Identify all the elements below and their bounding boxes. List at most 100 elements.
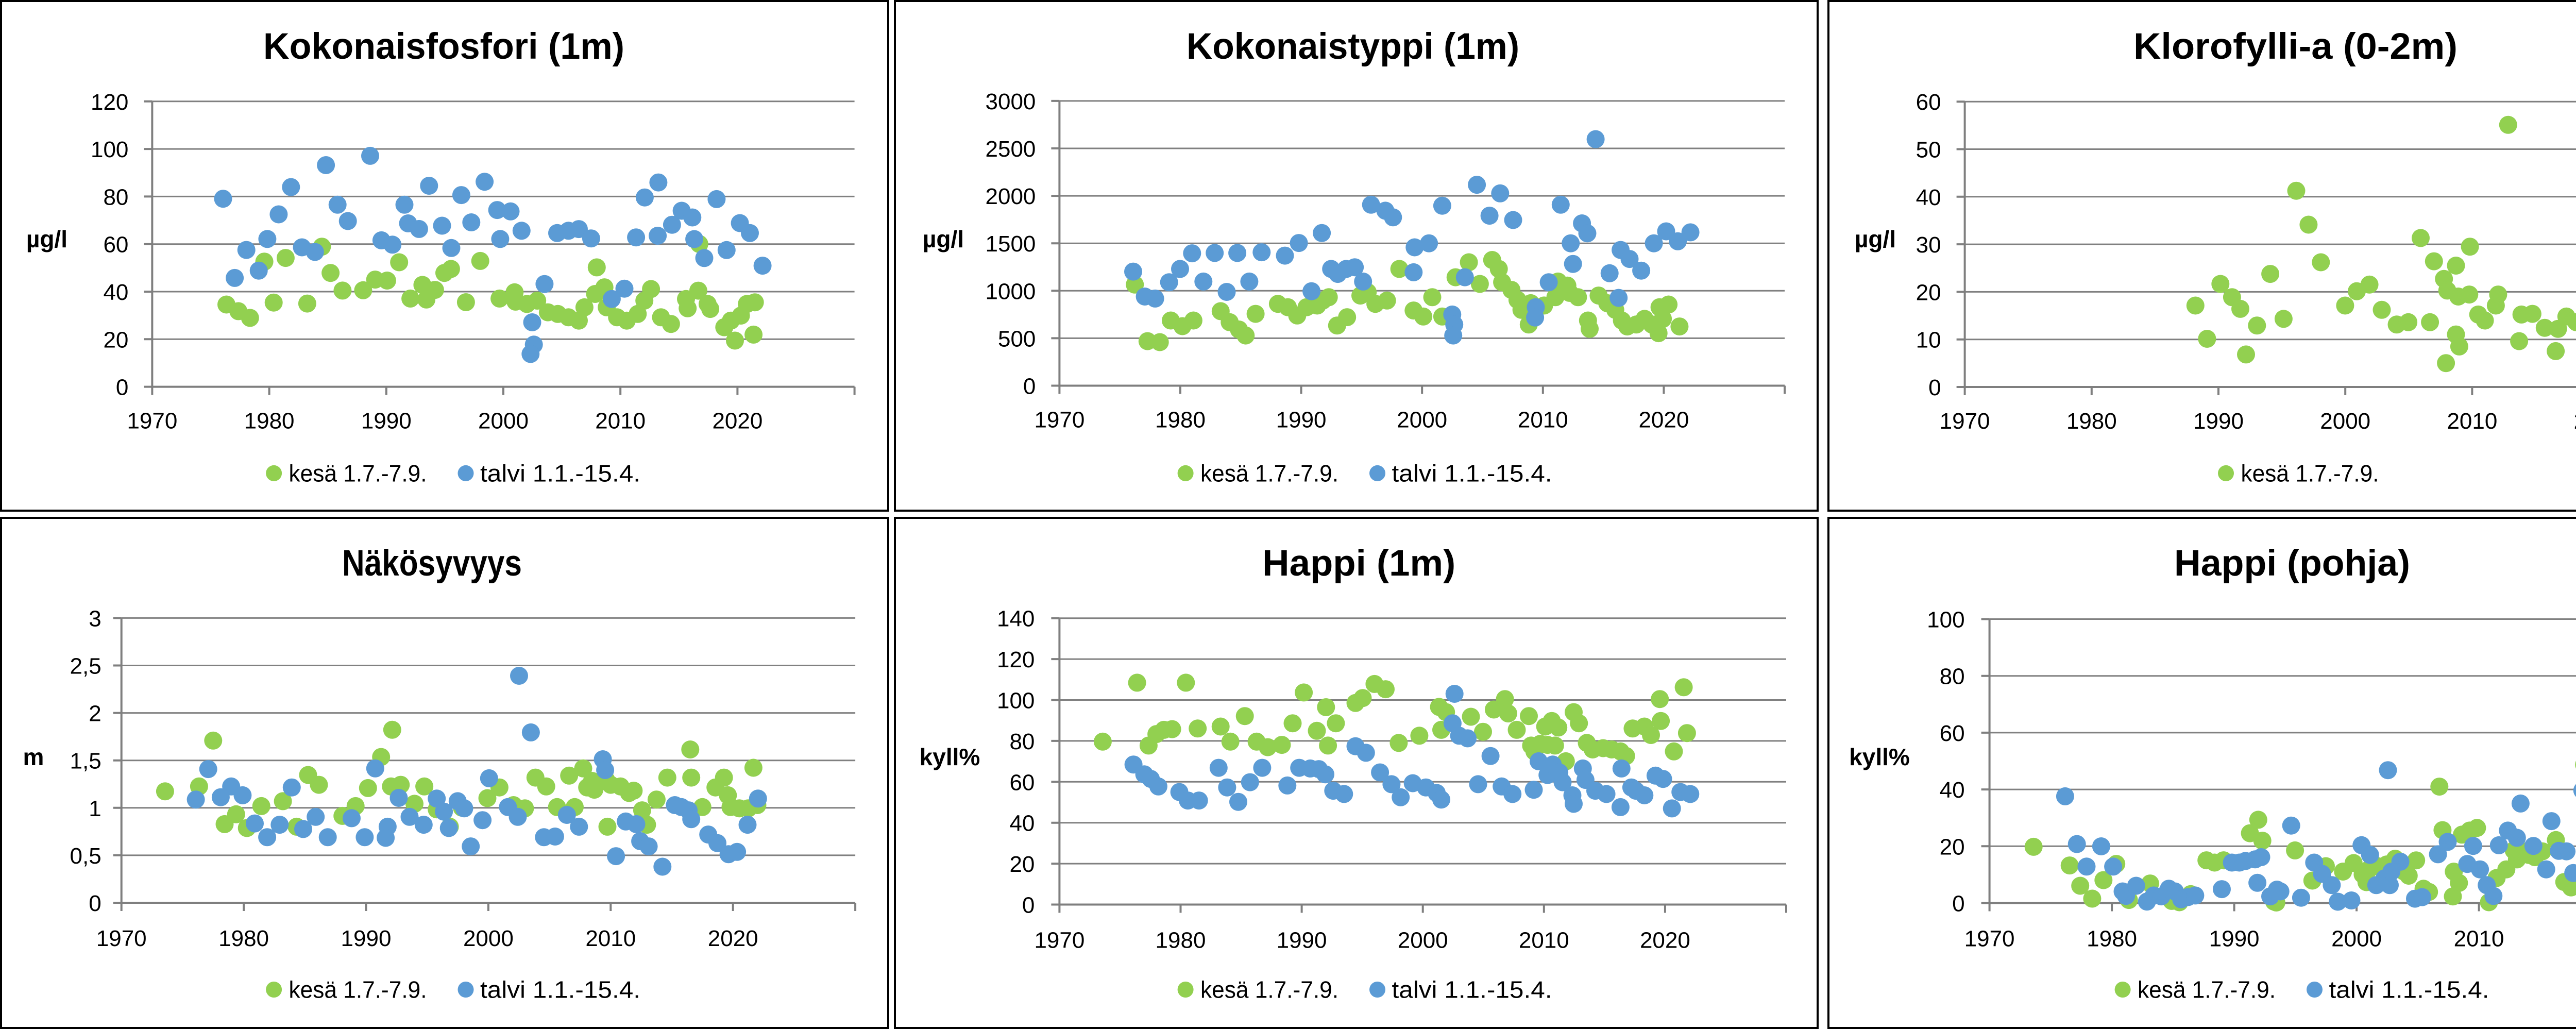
svg-text:2: 2 — [89, 701, 101, 727]
svg-text:talvi 1.1.-15.4.: talvi 1.1.-15.4. — [1392, 976, 1552, 1003]
svg-text:1990: 1990 — [361, 409, 412, 434]
svg-text:2010: 2010 — [2447, 409, 2497, 434]
svg-text:60: 60 — [1940, 721, 1965, 746]
svg-text:30: 30 — [1916, 232, 1941, 258]
svg-text:80: 80 — [1940, 664, 1965, 689]
svg-text:1990: 1990 — [341, 926, 392, 951]
svg-text:40: 40 — [1940, 778, 1965, 803]
svg-text:0: 0 — [89, 891, 101, 916]
svg-text:2010: 2010 — [1519, 928, 1569, 953]
svg-text:kyll%: kyll% — [1849, 744, 1910, 770]
svg-text:2000: 2000 — [1398, 928, 1448, 953]
svg-text:3000: 3000 — [986, 89, 1036, 114]
svg-text:20: 20 — [1009, 852, 1035, 877]
svg-text:1,5: 1,5 — [70, 749, 101, 774]
svg-text:40: 40 — [103, 280, 128, 305]
svg-text:0: 0 — [1952, 891, 1964, 917]
svg-text:talvi 1.1.-15.4.: talvi 1.1.-15.4. — [480, 976, 640, 1003]
svg-text:2,5: 2,5 — [70, 654, 101, 679]
svg-text:kesä 1.7.-7.9.: kesä 1.7.-7.9. — [2138, 976, 2276, 1003]
svg-text:talvi 1.1.-15.4.: talvi 1.1.-15.4. — [480, 460, 640, 486]
svg-text:1500: 1500 — [986, 231, 1036, 257]
svg-text:0: 0 — [1022, 893, 1035, 918]
svg-text:0: 0 — [1023, 374, 1036, 399]
svg-text:Näkösyvyys: Näkösyvyys — [342, 543, 522, 584]
svg-text:2020: 2020 — [712, 409, 762, 434]
svg-text:1990: 1990 — [2209, 926, 2260, 952]
svg-text:2000: 2000 — [463, 926, 514, 951]
svg-text:Kokonaistyppi (1m): Kokonaistyppi (1m) — [1187, 26, 1519, 67]
svg-text:kesä 1.7.-7.9.: kesä 1.7.-7.9. — [289, 460, 427, 486]
svg-text:1: 1 — [89, 796, 101, 821]
svg-text:1970: 1970 — [1034, 928, 1084, 953]
svg-text:50: 50 — [1916, 138, 1941, 163]
svg-text:120: 120 — [91, 90, 128, 115]
svg-text:2020: 2020 — [2574, 409, 2576, 434]
svg-text:20: 20 — [1940, 834, 1965, 859]
svg-text:1990: 1990 — [2193, 409, 2244, 434]
svg-text:2000: 2000 — [478, 409, 529, 434]
svg-text:Happi (pohja): Happi (pohja) — [2174, 543, 2410, 584]
svg-text:60: 60 — [103, 232, 128, 258]
svg-text:Kokonaisfosfori (1m): Kokonaisfosfori (1m) — [263, 26, 624, 67]
svg-text:40: 40 — [1009, 811, 1035, 836]
svg-text:Happi (1m): Happi (1m) — [1262, 543, 1455, 584]
svg-text:1980: 1980 — [218, 926, 269, 951]
svg-text:2500: 2500 — [986, 137, 1036, 162]
svg-text:80: 80 — [1009, 729, 1035, 754]
svg-text:120: 120 — [997, 647, 1035, 672]
svg-text:2000: 2000 — [2320, 409, 2370, 434]
svg-text:1970: 1970 — [127, 409, 177, 434]
svg-text:0: 0 — [1928, 375, 1941, 400]
svg-text:kesä 1.7.-7.9.: kesä 1.7.-7.9. — [2241, 460, 2379, 486]
svg-text:1990: 1990 — [1277, 928, 1327, 953]
svg-text:kesä 1.7.-7.9.: kesä 1.7.-7.9. — [1200, 460, 1338, 486]
svg-text:µg/l: µg/l — [26, 226, 67, 252]
svg-text:kesä 1.7.-7.9.: kesä 1.7.-7.9. — [289, 976, 427, 1003]
svg-text:1970: 1970 — [1034, 408, 1084, 433]
svg-text:40: 40 — [1916, 185, 1941, 210]
svg-text:µg/l: µg/l — [923, 226, 964, 252]
svg-text:1980: 1980 — [244, 409, 295, 434]
svg-text:3: 3 — [89, 606, 101, 631]
svg-text:140: 140 — [997, 606, 1035, 632]
svg-text:20: 20 — [103, 327, 128, 352]
svg-text:100: 100 — [997, 688, 1035, 714]
svg-text:1980: 1980 — [1155, 408, 1206, 433]
svg-text:kyll%: kyll% — [920, 744, 980, 770]
svg-text:2010: 2010 — [585, 926, 636, 951]
svg-text:60: 60 — [1916, 90, 1941, 115]
svg-text:1990: 1990 — [1276, 408, 1327, 433]
svg-text:0: 0 — [116, 375, 128, 400]
svg-text:2010: 2010 — [2454, 926, 2504, 952]
svg-text:0,5: 0,5 — [70, 844, 101, 869]
svg-text:1970: 1970 — [1940, 409, 1990, 434]
svg-text:20: 20 — [1916, 280, 1941, 305]
svg-text:µg/l: µg/l — [1855, 226, 1896, 252]
svg-text:100: 100 — [91, 137, 128, 162]
svg-text:talvi 1.1.-15.4.: talvi 1.1.-15.4. — [1392, 460, 1552, 486]
svg-text:2020: 2020 — [708, 926, 758, 951]
svg-text:1970: 1970 — [96, 926, 147, 951]
svg-text:2010: 2010 — [1518, 408, 1568, 433]
svg-text:2000: 2000 — [1397, 408, 1447, 433]
svg-text:1000: 1000 — [986, 279, 1036, 304]
svg-text:1980: 1980 — [2087, 926, 2137, 952]
svg-text:2000: 2000 — [2331, 926, 2382, 952]
svg-text:talvi 1.1.-15.4.: talvi 1.1.-15.4. — [2329, 976, 2489, 1003]
svg-text:2020: 2020 — [1638, 408, 1689, 433]
svg-text:2000: 2000 — [986, 184, 1036, 209]
svg-text:m: m — [23, 744, 44, 770]
svg-text:1980: 1980 — [1156, 928, 1206, 953]
svg-text:kesä 1.7.-7.9.: kesä 1.7.-7.9. — [1200, 976, 1338, 1003]
svg-text:2010: 2010 — [595, 409, 646, 434]
svg-text:Klorofylli-a (0-2m): Klorofylli-a (0-2m) — [2133, 26, 2458, 67]
svg-text:10: 10 — [1916, 328, 1941, 353]
svg-text:1980: 1980 — [2066, 409, 2117, 434]
svg-text:60: 60 — [1009, 770, 1035, 795]
svg-text:1970: 1970 — [1964, 926, 2015, 952]
svg-text:100: 100 — [1927, 608, 1964, 633]
svg-text:80: 80 — [103, 184, 128, 210]
svg-text:500: 500 — [998, 326, 1036, 351]
svg-text:2020: 2020 — [1640, 928, 1690, 953]
